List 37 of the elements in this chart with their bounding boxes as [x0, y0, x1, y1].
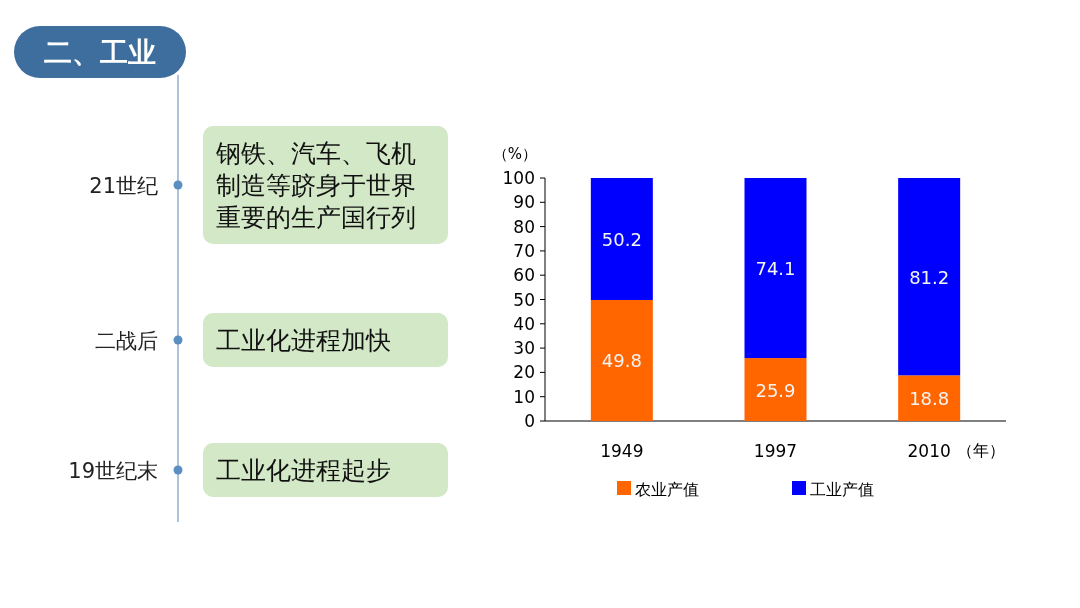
y-tick-label: 70 [513, 240, 535, 261]
text: 钢铁、汽车、飞机制造等跻身于世界重要的生产国行列 [215, 139, 416, 232]
text: 19世纪末 [68, 459, 158, 483]
x-tick-label: 1949 [600, 441, 644, 461]
data-label: 74.1 [755, 258, 796, 280]
y-tick-label: 40 [513, 313, 535, 334]
text: 二、工业 [44, 36, 156, 69]
y-tick-label: 50 [513, 289, 535, 310]
y-tick-label: 20 [513, 362, 535, 383]
y-tick-label: 90 [513, 192, 535, 213]
text: 工业化进程起步 [216, 456, 391, 485]
y-tick-label: 100 [502, 168, 535, 188]
x-axis-title: （年） [957, 441, 1006, 460]
x-tick-label: 2010 [907, 441, 951, 461]
bar [590, 178, 653, 300]
y-tick-label: 80 [513, 216, 535, 237]
legend-label: 农业产值 [635, 480, 699, 499]
y-tick-label: 10 [513, 386, 535, 407]
text: 21世纪 [89, 174, 158, 198]
bar [744, 358, 807, 421]
y-tick-label: 0 [524, 411, 535, 431]
data-label: 50.2 [601, 228, 642, 250]
y-tick-label: 60 [513, 265, 535, 286]
bar [744, 178, 807, 359]
bar [898, 178, 961, 376]
data-label: 25.9 [755, 379, 796, 401]
text: 工业化进程加快 [216, 326, 391, 355]
y-axis-title: （%） [492, 145, 538, 163]
data-label: 81.2 [909, 266, 950, 288]
data-label: 49.8 [601, 350, 642, 372]
y-tick-label: 30 [513, 338, 535, 359]
text: 二战后 [95, 329, 158, 353]
legend-label: 工业产值 [810, 480, 874, 499]
bar [898, 375, 961, 421]
bar [590, 299, 653, 421]
x-tick-label: 1997 [753, 441, 798, 461]
data-label: 18.8 [909, 388, 950, 410]
